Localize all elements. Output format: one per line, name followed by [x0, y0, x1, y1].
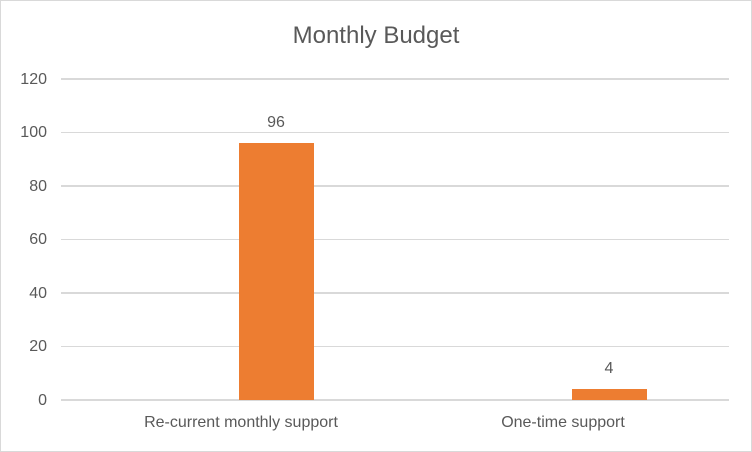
gridline [61, 345, 729, 348]
gridline [61, 238, 729, 241]
x-category-label: Re-current monthly support [144, 414, 338, 431]
gridline [61, 78, 729, 80]
bar-value-label: 4 [604, 360, 614, 378]
gridline [61, 292, 729, 294]
x-category-label: One-time support [501, 414, 625, 431]
bar[interactable] [238, 143, 314, 400]
y-tick-label: 40 [29, 284, 47, 302]
chart-title: Monthly Budget [292, 22, 460, 49]
gridline [61, 131, 729, 134]
bar-value-label: 96 [267, 114, 285, 132]
y-tick-label: 100 [20, 124, 47, 141]
y-tick-label: 80 [29, 177, 47, 195]
y-tick-label: 20 [29, 338, 47, 355]
y-tick-label: 120 [20, 70, 47, 88]
gridline [61, 185, 729, 187]
x-axis-line [61, 399, 729, 401]
bar[interactable] [571, 389, 647, 400]
y-tick-label: 60 [29, 231, 47, 248]
y-tick-label: 0 [38, 391, 47, 409]
